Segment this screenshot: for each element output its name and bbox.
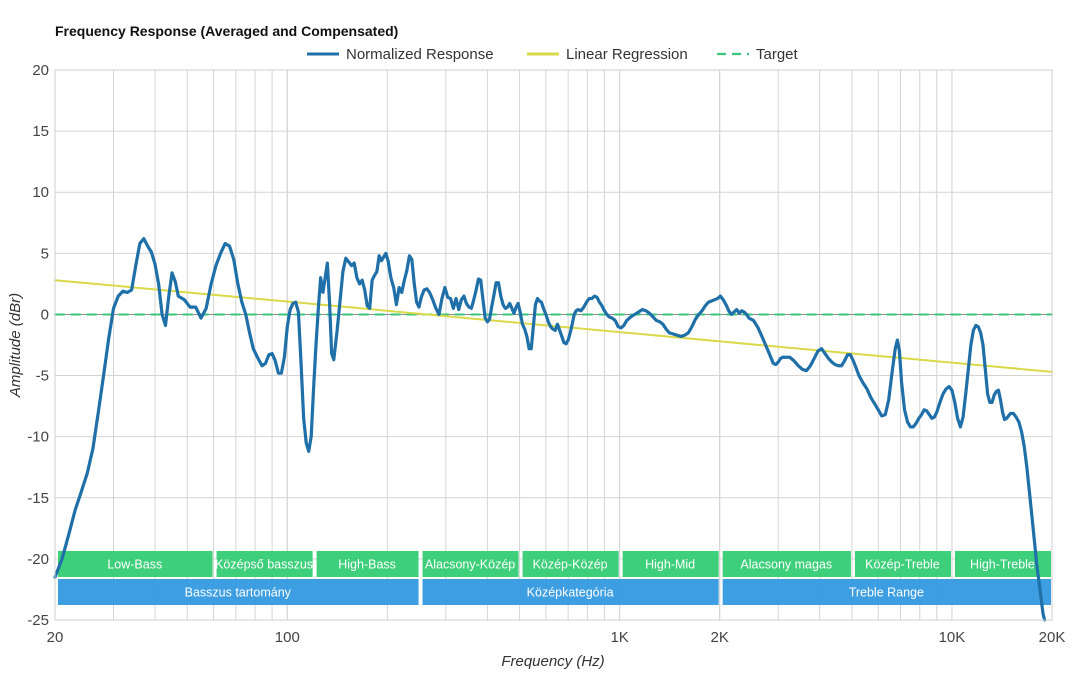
x-tick-label: 20K bbox=[1039, 629, 1066, 646]
band-top-box bbox=[622, 551, 719, 577]
band-top-label: Low-Bass bbox=[107, 558, 162, 572]
frequency-bands: Low-Bass Középső basszus High-Bass Alacsony… bbox=[58, 551, 1051, 605]
band-bottom-label: Basszus tartomány bbox=[185, 586, 292, 600]
band-top-label: Középső basszus bbox=[215, 558, 313, 572]
band-top-box bbox=[522, 551, 619, 577]
band-top-label: Közép-Treble bbox=[865, 558, 940, 572]
legend-label: Normalized Response bbox=[346, 46, 494, 63]
x-axis-label: Frequency (Hz) bbox=[501, 653, 604, 670]
grid bbox=[54, 69, 1053, 621]
band-top-label: Alacsony-Közép bbox=[425, 558, 515, 572]
y-tick-label: -25 bbox=[27, 612, 49, 629]
legend: Normalized Response Linear Regression Targ… bbox=[307, 46, 799, 63]
band-top-box bbox=[854, 551, 951, 577]
y-axis-ticks: 20 15 10 5 0 -5 -10 -15 -20 -25 bbox=[27, 62, 49, 629]
band-top-box bbox=[58, 551, 213, 577]
band-top-box bbox=[216, 551, 313, 577]
series-lines bbox=[53, 237, 1053, 622]
band-top-box bbox=[722, 551, 851, 577]
band-top-label: High-Mid bbox=[645, 558, 695, 572]
band-bottom-box bbox=[58, 579, 419, 605]
series-line-linear-regression bbox=[54, 279, 1053, 373]
y-axis-label: Amplitude (dBr) bbox=[7, 293, 24, 398]
legend-label: Target bbox=[756, 46, 799, 63]
y-tick-label: 0 bbox=[41, 306, 49, 323]
x-tick-label: 20 bbox=[47, 629, 64, 646]
y-tick-label: -10 bbox=[27, 429, 49, 446]
x-tick-label: 2K bbox=[710, 629, 728, 646]
band-top-label: Közép-Közép bbox=[533, 558, 608, 572]
y-tick-label: -5 bbox=[36, 368, 49, 385]
x-tick-label: 1K bbox=[610, 629, 628, 646]
y-tick-label: 20 bbox=[32, 62, 49, 79]
band-bottom-box bbox=[722, 579, 1051, 605]
y-tick-label: -20 bbox=[27, 551, 49, 568]
band-top-label: High-Bass bbox=[338, 558, 396, 572]
x-tick-label: 100 bbox=[275, 629, 300, 646]
band-bottom-box bbox=[422, 579, 719, 605]
y-tick-label: 15 bbox=[32, 123, 49, 140]
band-top-label: High-Treble bbox=[970, 558, 1035, 572]
x-tick-label: 10K bbox=[939, 629, 966, 646]
y-tick-label: 10 bbox=[32, 184, 49, 201]
band-bottom-label: Középkategória bbox=[527, 586, 614, 600]
band-bottom-label: Treble Range bbox=[849, 586, 924, 600]
y-tick-label: -15 bbox=[27, 490, 49, 507]
band-top-label: Alacsony magas bbox=[740, 558, 832, 572]
series-line-normalized-response bbox=[53, 237, 1047, 622]
band-top-box bbox=[316, 551, 419, 577]
x-axis-ticks: 20 100 1K 2K 10K 20K bbox=[47, 629, 1066, 646]
y-tick-label: 5 bbox=[41, 245, 49, 262]
band-top-box bbox=[422, 551, 519, 577]
legend-label: Linear Regression bbox=[566, 46, 688, 63]
plot-frame bbox=[54, 69, 1053, 621]
chart-title: Frequency Response (Averaged and Compens… bbox=[55, 23, 398, 39]
plot-border bbox=[54, 69, 1053, 621]
